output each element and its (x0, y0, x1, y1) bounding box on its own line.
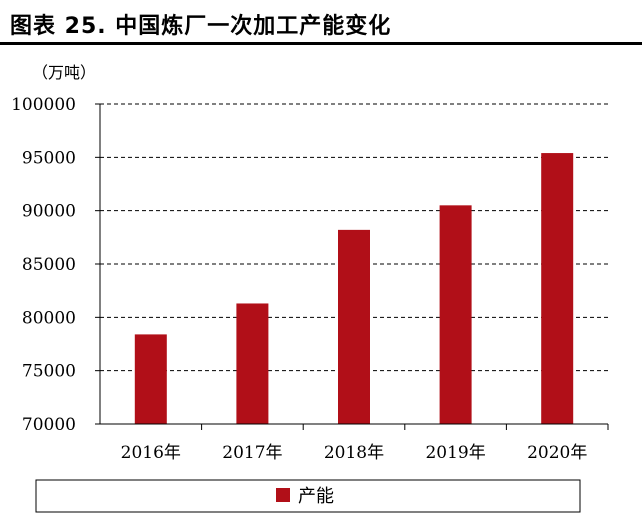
bar (439, 205, 472, 424)
bar (338, 229, 370, 424)
x-tick-label: 2016年 (121, 443, 181, 463)
legend: 产能 (35, 479, 581, 513)
bar (134, 334, 167, 424)
bars (134, 153, 574, 425)
chart-title: 图表 25. 中国炼厂一次加工产能变化 (10, 14, 392, 39)
legend-swatch (276, 488, 290, 502)
x-tick-label: 2017年 (222, 443, 282, 463)
y-tick-label: 75000 (22, 362, 76, 382)
axes (95, 103, 609, 430)
x-tick-label: 2018年 (324, 443, 384, 463)
y-tick-label: 80000 (22, 308, 76, 328)
y-tick-label: 90000 (22, 202, 76, 222)
x-tick-label: 2019年 (425, 443, 485, 463)
y-tick-label: 95000 (22, 148, 76, 168)
y-tick-label: 85000 (22, 255, 76, 275)
legend-box (35, 479, 581, 513)
x-axis-ticks: 2016年 2017年 2018年 2019年 2020年 (121, 443, 588, 463)
y-tick-label: 70000 (22, 415, 76, 435)
y-tick-label: 100000 (11, 95, 76, 115)
bar (236, 303, 269, 424)
title-rule (0, 42, 642, 45)
y-axis-ticks: 70000 75000 80000 85000 90000 95000 100000 (11, 95, 76, 435)
legend-label: 产能 (298, 486, 334, 507)
y-axis-unit-label: （万吨） (32, 63, 96, 82)
x-tick-label: 2020年 (527, 443, 587, 463)
bar (541, 153, 574, 425)
title-bar: 图表 25. 中国炼厂一次加工产能变化 (0, 0, 642, 45)
